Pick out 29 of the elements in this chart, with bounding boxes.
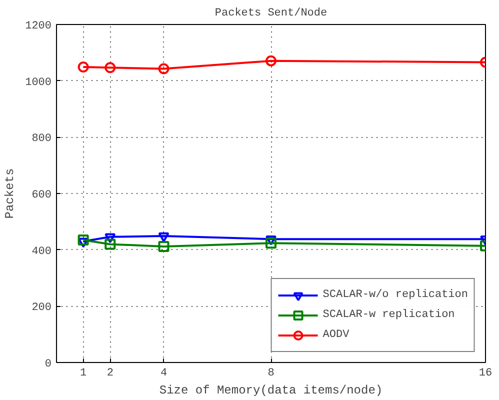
x-tick-label: 1 bbox=[80, 368, 88, 380]
point bbox=[266, 236, 276, 246]
point bbox=[158, 232, 170, 242]
y-tick-label: 400 bbox=[32, 246, 52, 258]
chart-title: Packets Sent/Node bbox=[214, 8, 328, 20]
point bbox=[78, 234, 89, 246]
x-tick-label: 8 bbox=[268, 368, 274, 380]
point bbox=[104, 233, 116, 244]
y-tick-label: 0 bbox=[44, 358, 52, 370]
legend-label: AODV bbox=[322, 329, 350, 341]
point bbox=[158, 63, 170, 74]
point bbox=[78, 62, 89, 73]
legend-label: SCALAR-w replication bbox=[322, 309, 455, 321]
x-tick-label: 2 bbox=[106, 368, 114, 380]
y-tick-label: 800 bbox=[32, 133, 52, 146]
x-axis-title: Size of Memory(data items/node) bbox=[159, 384, 383, 398]
legend-label: SCALAR-w/o replication bbox=[322, 289, 468, 301]
x-tick-label: 16 bbox=[478, 368, 492, 380]
point bbox=[104, 62, 116, 74]
point bbox=[266, 238, 276, 249]
point bbox=[158, 240, 170, 252]
point bbox=[104, 238, 116, 250]
y-tick-label: 1000 bbox=[25, 76, 52, 89]
y-tick-label: 600 bbox=[32, 190, 52, 202]
y-tick-label: 200 bbox=[32, 302, 52, 314]
x-tick-label: 4 bbox=[160, 368, 168, 380]
y-axis-title: Packets bbox=[3, 168, 18, 219]
y-tick-label: 1200 bbox=[25, 20, 52, 32]
point bbox=[266, 55, 276, 66]
